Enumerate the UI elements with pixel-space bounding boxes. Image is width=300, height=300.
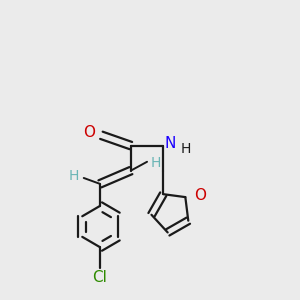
Text: H: H bbox=[180, 142, 191, 156]
Text: H: H bbox=[69, 169, 79, 184]
Text: O: O bbox=[194, 188, 206, 203]
Text: Cl: Cl bbox=[92, 270, 107, 285]
Text: N: N bbox=[164, 136, 176, 151]
Text: H: H bbox=[151, 156, 161, 170]
Text: O: O bbox=[83, 125, 95, 140]
